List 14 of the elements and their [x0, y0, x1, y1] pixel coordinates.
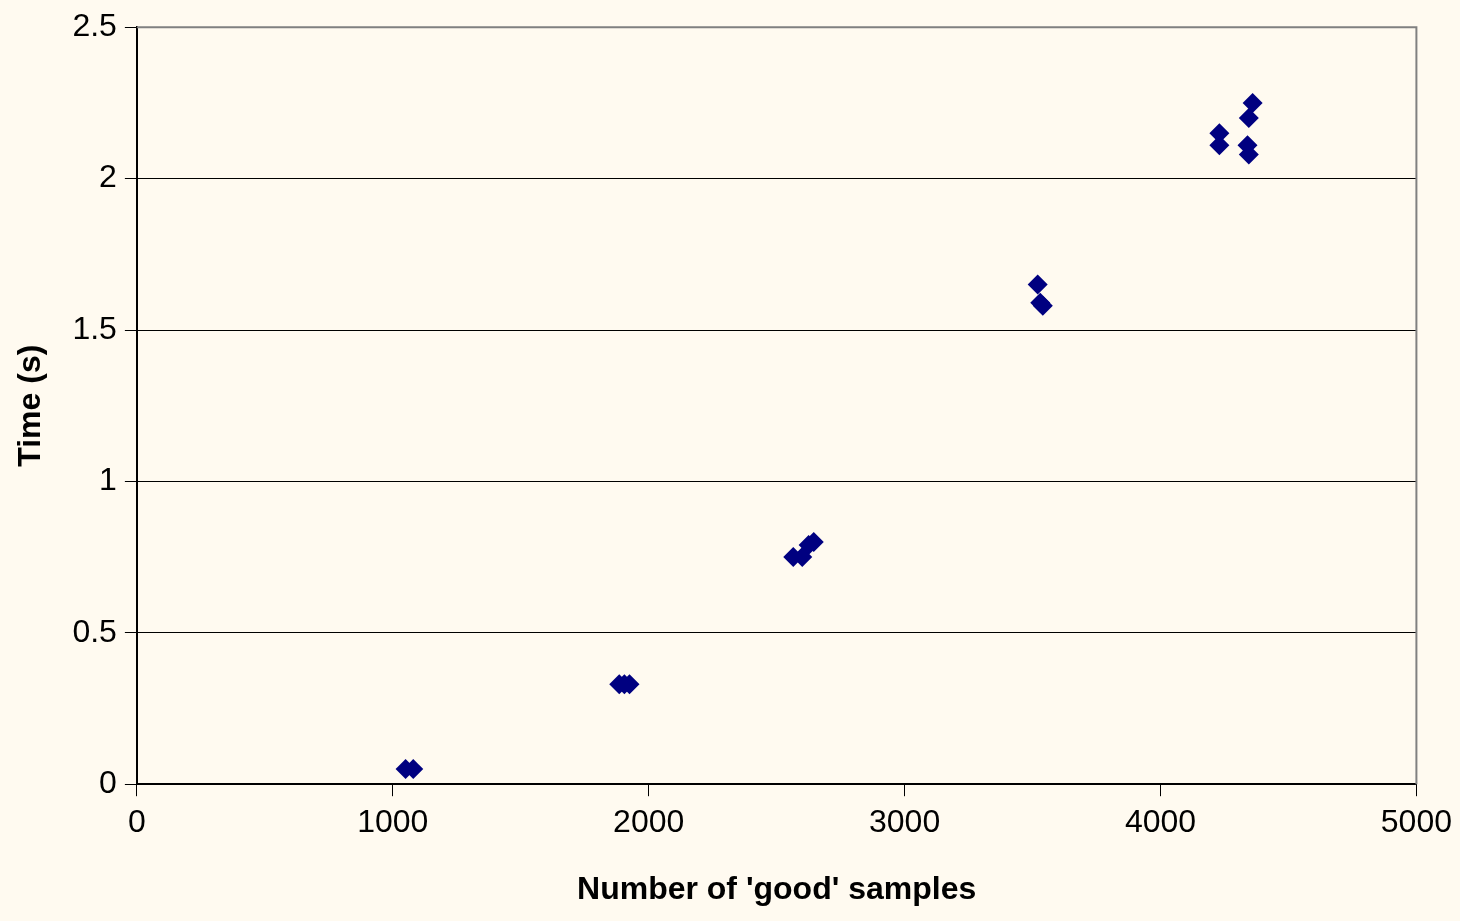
- x-tick-label: 2000: [613, 803, 685, 840]
- x-tick-label: 0: [127, 803, 146, 840]
- x-tick-label: 1000: [357, 803, 429, 840]
- x-tick-label: 3000: [869, 803, 941, 840]
- y-axis-title: Time (s): [11, 344, 48, 467]
- y-tick-label: 1.5: [72, 309, 117, 346]
- x-axis-title: Number of 'good' samples: [577, 869, 977, 906]
- y-tick-label: 0: [99, 764, 117, 801]
- y-tick-label: 1: [99, 461, 117, 498]
- x-tick-label: 5000: [1380, 803, 1452, 840]
- y-tick-label: 2.5: [72, 7, 117, 44]
- y-tick-label: 2: [99, 158, 117, 195]
- y-tick-label: 0.5: [72, 612, 117, 649]
- x-tick-label: 4000: [1124, 803, 1197, 840]
